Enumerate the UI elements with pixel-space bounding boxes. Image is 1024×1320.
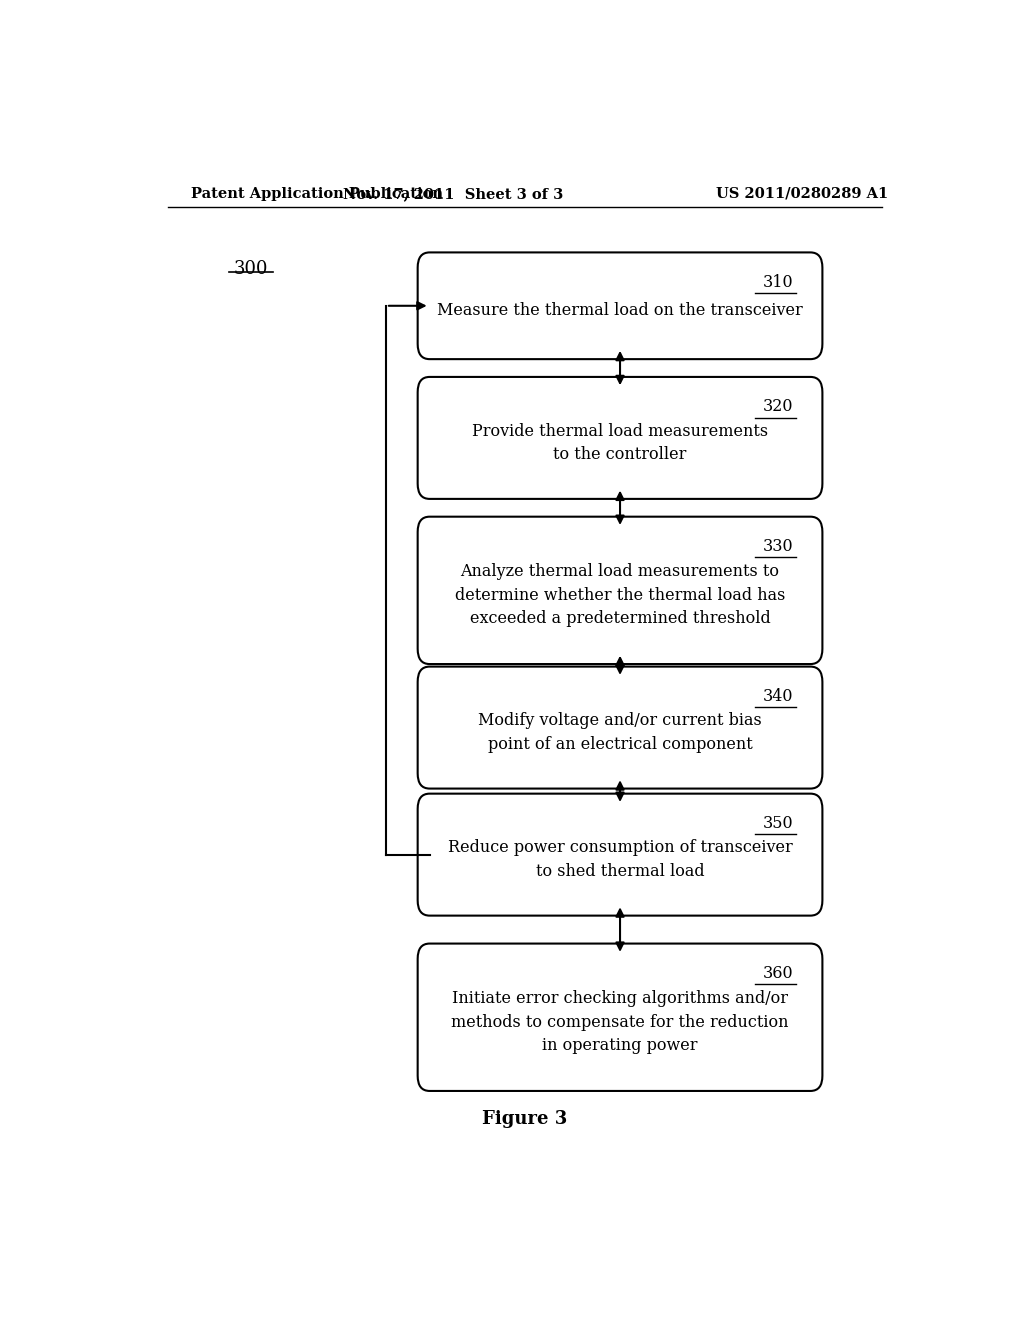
Text: 320: 320 [763,399,793,416]
Text: 330: 330 [763,539,793,554]
Text: 300: 300 [233,260,268,279]
Text: Provide thermal load measurements
to the controller: Provide thermal load measurements to the… [472,422,768,463]
Text: Nov. 17, 2011  Sheet 3 of 3: Nov. 17, 2011 Sheet 3 of 3 [343,187,563,201]
Text: Initiate error checking algorithms and/or
methods to compensate for the reductio: Initiate error checking algorithms and/o… [452,990,788,1055]
Text: Measure the thermal load on the transceiver: Measure the thermal load on the transcei… [437,302,803,319]
Text: Patent Application Publication: Patent Application Publication [191,187,443,201]
FancyBboxPatch shape [418,252,822,359]
Text: Reduce power consumption of transceiver
to shed thermal load: Reduce power consumption of transceiver … [447,840,793,880]
Text: 350: 350 [763,814,793,832]
Text: Analyze thermal load measurements to
determine whether the thermal load has
exce: Analyze thermal load measurements to det… [455,564,785,627]
FancyBboxPatch shape [418,793,822,916]
Text: Figure 3: Figure 3 [482,1110,567,1127]
FancyBboxPatch shape [418,516,822,664]
FancyBboxPatch shape [418,667,822,788]
Text: Modify voltage and/or current bias
point of an electrical component: Modify voltage and/or current bias point… [478,713,762,752]
Text: 310: 310 [763,273,793,290]
Text: US 2011/0280289 A1: US 2011/0280289 A1 [717,187,889,201]
Text: 340: 340 [763,688,793,705]
FancyBboxPatch shape [418,378,822,499]
Text: 360: 360 [763,965,793,982]
FancyBboxPatch shape [418,944,822,1090]
